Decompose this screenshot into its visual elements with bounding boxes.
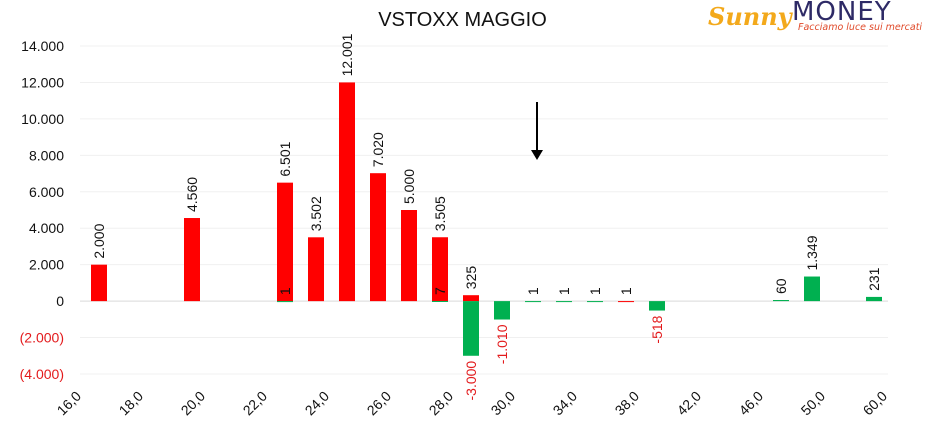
data-label: 1 — [587, 287, 603, 295]
x-axis-tick-labels: 16,0 18,0 20,0 22,0 24,0 26,0 28,0 30,0 34,0 38,0… — [54, 388, 891, 419]
y-tick-label: 4.000 — [29, 220, 64, 236]
data-label: -518 — [649, 315, 665, 343]
data-label: 231 — [866, 267, 882, 291]
bar — [587, 301, 603, 303]
y-tick-label: 10.000 — [21, 111, 64, 127]
bar — [370, 173, 386, 302]
y-tick-label: 6.000 — [29, 184, 64, 200]
data-labels: 2.000 4.560 6.501 3.502 12.001 7.020 5.000 3.50… — [91, 33, 882, 400]
bar — [463, 295, 479, 302]
bar — [804, 276, 820, 302]
x-tick-label: 38,0 — [612, 388, 643, 419]
data-label: 3.502 — [308, 196, 324, 231]
data-label: 7 — [432, 287, 448, 295]
bar — [556, 301, 572, 303]
data-label: 60 — [773, 278, 789, 294]
logo-tagline: Facciamo luce sui mercati — [798, 22, 923, 33]
y-tick-label: (2.000) — [20, 330, 64, 346]
x-tick-label: 50,0 — [798, 388, 829, 419]
x-tick-label: 26,0 — [364, 388, 395, 419]
x-tick-label: 28,0 — [426, 388, 457, 419]
data-label: 325 — [463, 266, 479, 290]
data-label: 7.020 — [370, 132, 386, 167]
logo-word: MONEY — [792, 0, 892, 27]
bar — [308, 237, 324, 302]
bar — [432, 237, 448, 302]
y-tick-label: (4.000) — [20, 366, 64, 382]
bar — [618, 301, 634, 303]
x-tick-label: 24,0 — [302, 388, 333, 419]
bar — [866, 296, 882, 302]
data-label: 12.001 — [339, 33, 355, 76]
bar — [432, 300, 448, 302]
data-label: 1 — [277, 287, 293, 295]
data-label: 1 — [556, 287, 572, 295]
y-axis-tick-labels: 14.000 12.000 10.000 8.000 6.000 4.000 2.000 0 (… — [20, 38, 65, 382]
bar — [277, 182, 293, 302]
data-label: 1 — [618, 287, 634, 295]
data-label: -1.010 — [494, 324, 510, 364]
x-tick-label: 22,0 — [240, 388, 271, 419]
x-tick-label: 18,0 — [116, 388, 147, 419]
bar — [463, 301, 479, 356]
x-tick-label: 16,0 — [54, 388, 85, 419]
data-label: 5.000 — [401, 169, 417, 204]
data-label: -3.000 — [463, 361, 479, 401]
x-tick-label: 30,0 — [488, 388, 519, 419]
bar — [649, 301, 665, 311]
x-tick-label: 46,0 — [736, 388, 767, 419]
x-tick-label: 60,0 — [860, 388, 891, 419]
bar — [339, 82, 355, 302]
bar — [277, 301, 293, 303]
chart-title: VSTOXX MAGGIO — [378, 9, 547, 31]
y-tick-label: 14.000 — [21, 38, 64, 54]
logo-script-text: Sunny — [708, 2, 792, 31]
bar — [773, 300, 789, 302]
bars — [91, 82, 882, 356]
gridlines — [80, 45, 888, 375]
data-label: 6.501 — [277, 141, 293, 176]
bar — [525, 301, 541, 303]
brand-logo: Sunny MONEY Facciamo luce sui mercati — [706, 0, 923, 36]
data-label: 1.349 — [804, 235, 820, 270]
bar — [91, 264, 107, 302]
data-label: 1 — [525, 287, 541, 295]
bar — [184, 218, 200, 302]
x-tick-label: 42,0 — [674, 388, 705, 419]
y-tick-label: 8.000 — [29, 147, 64, 163]
y-tick-label: 0 — [56, 293, 64, 309]
x-tick-label: 20,0 — [178, 388, 209, 419]
arrow-head — [531, 150, 543, 160]
data-label: 2.000 — [91, 223, 107, 258]
data-label: 4.560 — [184, 177, 200, 212]
bar — [494, 301, 510, 320]
annotation-arrow — [531, 102, 543, 160]
bar — [401, 210, 417, 302]
y-tick-label: 2.000 — [29, 257, 64, 273]
data-label: 3.505 — [432, 196, 448, 231]
y-tick-label: 12.000 — [21, 74, 64, 90]
x-tick-label: 34,0 — [550, 388, 581, 419]
